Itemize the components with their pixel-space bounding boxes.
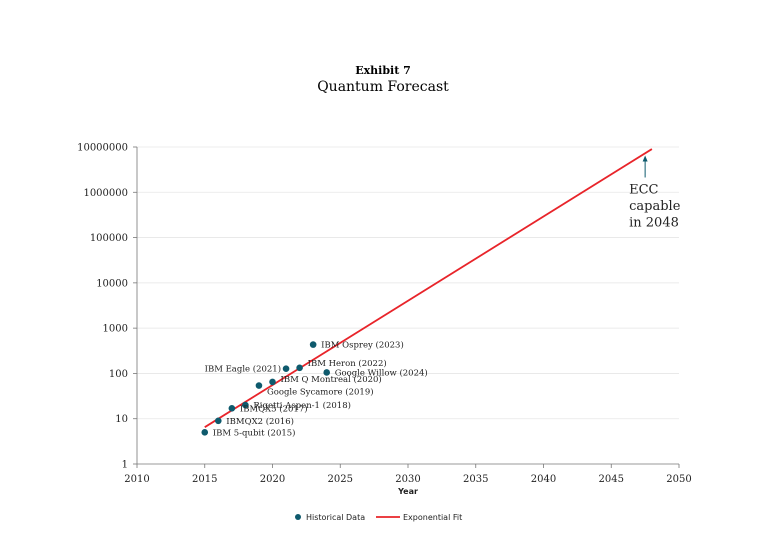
data-point: [201, 429, 209, 436]
data-point: [296, 364, 303, 372]
data-point: [215, 417, 222, 425]
y-tick-label: 100000: [90, 233, 128, 244]
y-tick-label: 1: [122, 460, 128, 471]
grid: [137, 146, 679, 420]
annotation-text: in 2048: [629, 215, 679, 230]
data-point-label: Rigetti Aspen-1 (2018): [253, 400, 351, 411]
chart-exhibit-label: Exhibit 7: [355, 64, 411, 77]
data-point: [255, 382, 263, 389]
chart-title: Quantum Forecast: [317, 79, 449, 95]
annotation-text: capable: [629, 199, 681, 214]
y-tick-label: 10000000: [77, 143, 128, 154]
x-tick-label: 2015: [192, 474, 217, 485]
legend-label-historical: Historical Data: [306, 513, 365, 522]
annotation-text: ECC: [629, 182, 658, 197]
y-tick-label: 1000000: [83, 188, 128, 199]
data-point-label: IBMQX5 (2017): [240, 403, 308, 414]
legend-marker-historical: [295, 514, 301, 520]
y-tick-label: 100: [109, 369, 128, 380]
data-point-label: IBMQX2 (2016): [226, 416, 294, 427]
fit-line: [204, 148, 653, 428]
data-point-label: Google Sycamore (2019): [267, 387, 374, 398]
x-tick-label: 2035: [463, 474, 488, 485]
legend: Historical Data Exponential Fit: [295, 513, 462, 522]
y-tick-label: 10000: [96, 278, 128, 289]
data-point-label: IBM Q Montreal (2020): [281, 374, 382, 385]
x-tick-label: 2045: [599, 474, 624, 485]
x-tick-label: 2025: [328, 474, 353, 485]
data-point-label: IBM 5-qubit (2015): [213, 427, 296, 438]
data-point: [309, 341, 317, 348]
fit-line-layer: [204, 148, 653, 428]
axes: [136, 147, 679, 465]
y-tick-label: 10: [115, 414, 128, 425]
y-tick-label: 1000: [103, 324, 128, 335]
x-tick-label: 2050: [666, 474, 691, 485]
points-layer: [201, 341, 331, 436]
x-tick-label: 2020: [260, 474, 285, 485]
annotation-arrow-head: [642, 155, 648, 162]
data-point-label: Google Willow (2024): [335, 367, 428, 378]
data-point: [269, 378, 276, 386]
data-point: [323, 369, 331, 376]
x-tick-label: 2030: [395, 474, 420, 485]
x-axis-ticks: 2010 2015 2020 2025 2030 2035 2040 2045 2050: [124, 464, 692, 485]
y-axis-ticks: 1 10 100 1000 10000 100000 1000000 10000000: [77, 143, 137, 471]
x-tick-label: 2010: [124, 474, 149, 485]
point-labels-layer: IBM 5-qubit (2015)IBMQX2 (2016) IBMQX5 (2…: [205, 340, 428, 439]
x-tick-label: 2040: [531, 474, 556, 485]
legend-label-fit: Exponential Fit: [403, 513, 462, 522]
data-point-label: IBM Heron (2022): [308, 358, 387, 369]
data-point-label: IBM Eagle (2021): [205, 364, 281, 375]
data-point: [228, 404, 236, 412]
data-point: [282, 365, 290, 373]
data-point-label: IBM Osprey (2023): [321, 340, 404, 351]
x-axis-label: Year: [397, 487, 418, 496]
data-point: [242, 401, 249, 409]
